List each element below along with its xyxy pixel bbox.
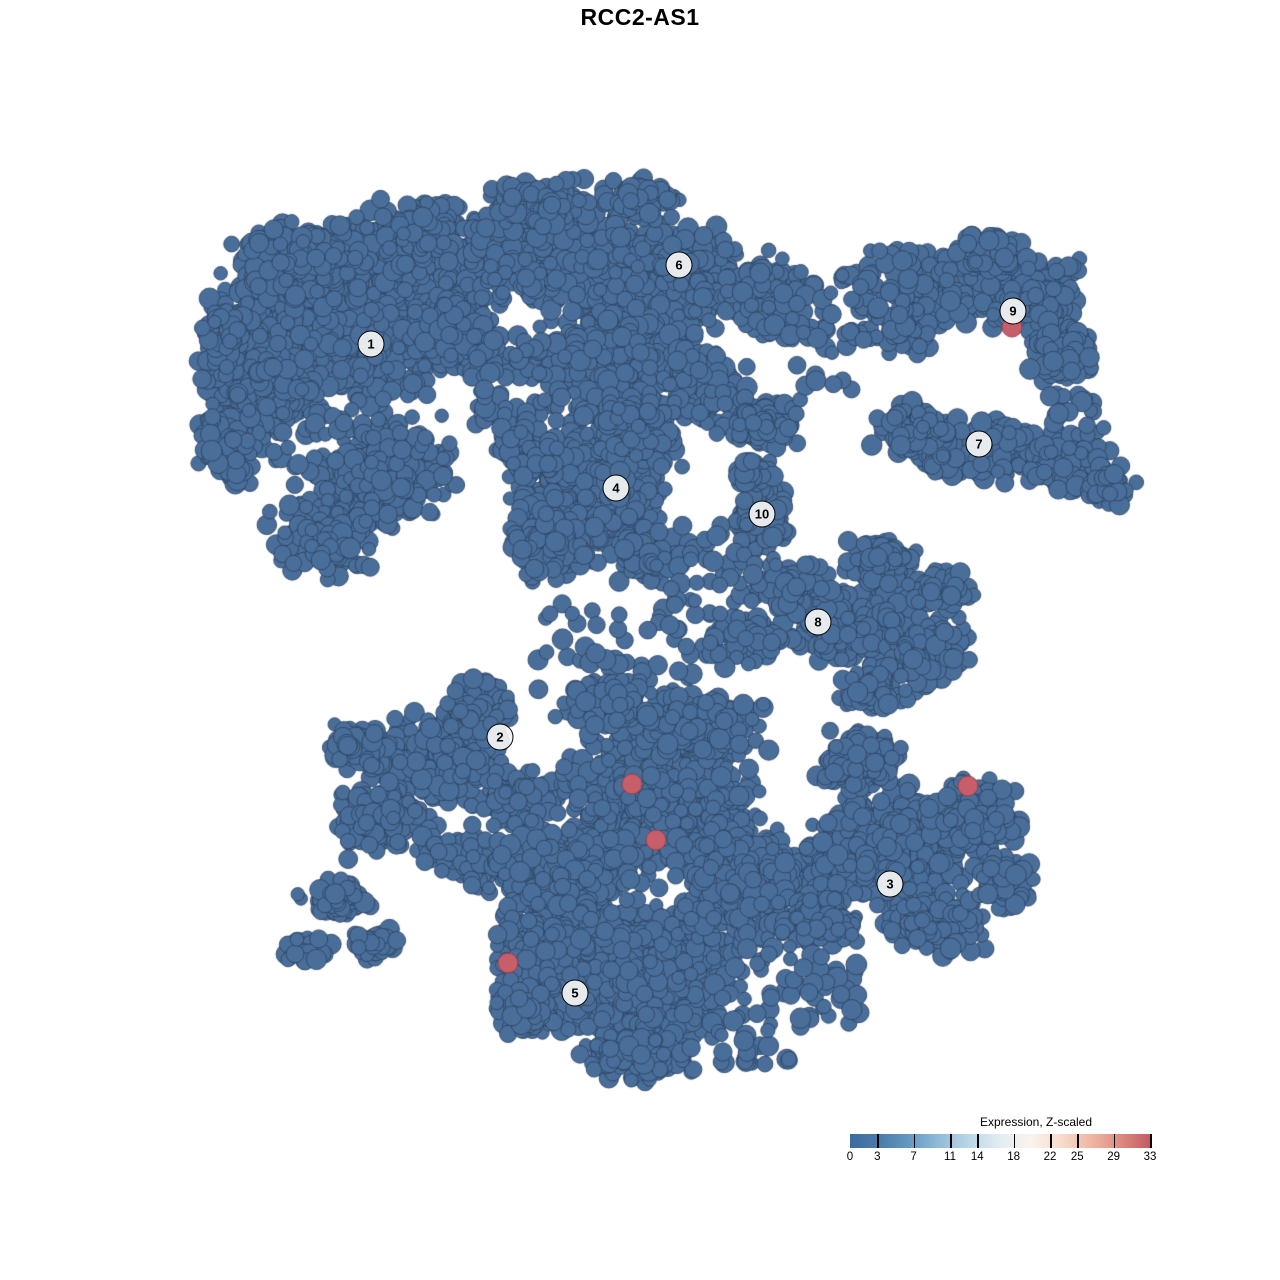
legend-tick-labels: 0 3 7 11 14 18 22 25 29 33	[846, 1151, 1157, 1167]
legend-tick-label: 29	[1107, 1151, 1121, 1163]
legend-tick-label: 3	[874, 1151, 881, 1163]
legend-divider	[977, 1134, 979, 1148]
legend-tick-label: 7	[910, 1151, 917, 1163]
legend-tick-label: 22	[1043, 1151, 1057, 1163]
legend-tick-label: 33	[1143, 1151, 1157, 1163]
legend-title: Expression, Z-scaled	[979, 1115, 1093, 1129]
legend-tick-label: 25	[1070, 1151, 1084, 1163]
legend-divider	[1077, 1134, 1079, 1148]
legend-divider	[1050, 1134, 1052, 1148]
legend-divider	[1150, 1134, 1152, 1148]
legend-colorbar	[850, 1134, 1152, 1148]
legend-tick-label: 18	[1007, 1151, 1021, 1163]
legend-divider	[950, 1134, 952, 1148]
legend-tick-label: 0	[846, 1151, 854, 1163]
expression-legend: Expression, Z-scaled 0 3 7 11 14 18 22 25 29 33	[846, 1113, 1157, 1167]
legend-tick-label: 11	[944, 1151, 956, 1163]
legend-divider	[1113, 1134, 1116, 1148]
chart-title: RCC2-AS1	[580, 4, 700, 30]
legend-divider	[913, 1134, 916, 1148]
legend-divider	[877, 1134, 879, 1148]
legend-tick-label: 14	[970, 1151, 984, 1163]
legend-divider	[1013, 1134, 1016, 1148]
